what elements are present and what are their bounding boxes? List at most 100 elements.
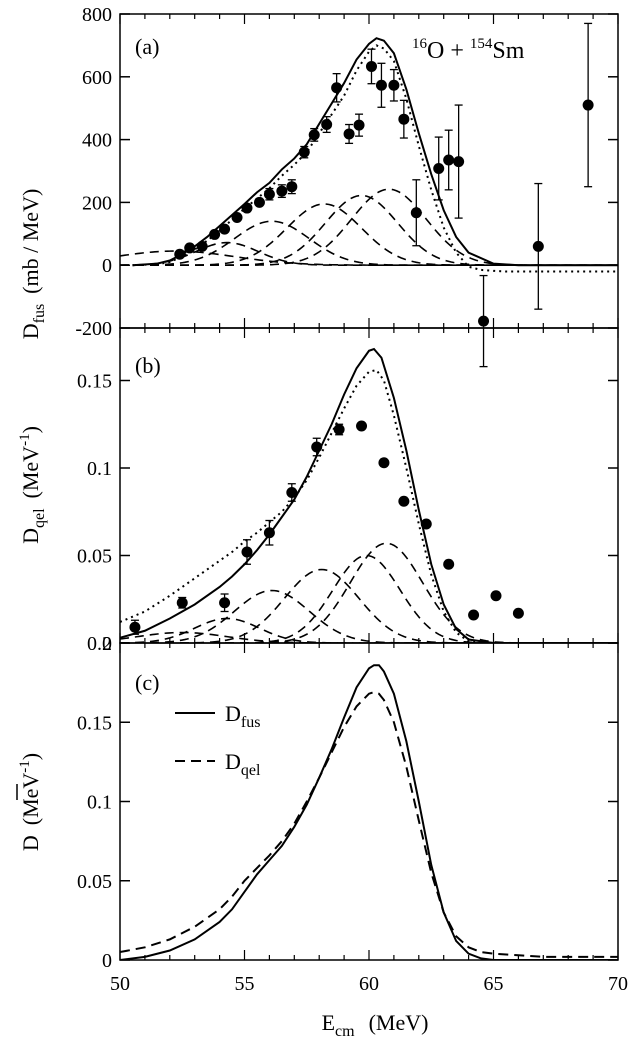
component-curve-b bbox=[120, 568, 618, 643]
data-point-a bbox=[398, 113, 410, 125]
data-point-a bbox=[276, 185, 288, 197]
ytick-label-c: 0.2 bbox=[87, 633, 112, 655]
data-point-b bbox=[129, 621, 141, 633]
solid-curve-c bbox=[120, 664, 618, 960]
legend-label-qel: Dqel bbox=[225, 749, 261, 779]
data-point-b bbox=[420, 518, 432, 530]
annotation-plus: + bbox=[444, 38, 470, 64]
data-point-a bbox=[184, 242, 196, 254]
ytick-label-a: -200 bbox=[75, 318, 112, 340]
plot-area-a bbox=[120, 37, 618, 273]
data-point-b bbox=[468, 609, 480, 621]
data-point-b bbox=[333, 424, 345, 435]
ylabel-a-unit: (mb / MeV) bbox=[18, 189, 43, 294]
panel-label-a: (a) bbox=[135, 34, 159, 59]
data-point-a bbox=[343, 128, 355, 140]
data-point-a bbox=[241, 202, 253, 214]
plot-area-c bbox=[120, 664, 618, 960]
legend-qel-sub: qel bbox=[241, 762, 261, 779]
panel-label-b: (b) bbox=[135, 353, 161, 378]
solid-curve-a bbox=[132, 37, 618, 267]
data-point-a bbox=[443, 154, 455, 166]
data-point-b bbox=[398, 495, 410, 507]
data-point-b bbox=[512, 607, 524, 619]
ylabel-b: Dqel (MeV-1) bbox=[17, 426, 48, 544]
component-curve-a bbox=[120, 203, 618, 266]
data-point-a bbox=[219, 223, 231, 235]
ylabel-c-unit-sup: -1 bbox=[17, 760, 33, 773]
dotted-curve-b bbox=[120, 368, 618, 643]
data-point-a bbox=[298, 146, 310, 158]
ytick-label-c: 0 bbox=[102, 950, 112, 972]
ylabel-a-main: D bbox=[18, 323, 43, 339]
data-point-a bbox=[365, 60, 377, 72]
xtick-label: 60 bbox=[359, 973, 379, 995]
annotation-elem1: O bbox=[427, 38, 444, 64]
legend-qel-main: D bbox=[225, 749, 241, 774]
annotation-elem2: Sm bbox=[492, 38, 524, 64]
annotation-mass1: 16 bbox=[412, 36, 428, 52]
data-point-a bbox=[582, 99, 594, 111]
component-curve-b bbox=[120, 554, 618, 643]
solid-curve-b bbox=[120, 347, 618, 643]
data-point-a bbox=[353, 119, 365, 131]
component-curve-a bbox=[120, 250, 618, 266]
ytick-label-a: 600 bbox=[82, 67, 112, 89]
component-curve-a bbox=[120, 194, 618, 266]
ytick-label-c: 0.05 bbox=[77, 871, 112, 893]
ytick-label-a: 0 bbox=[102, 255, 112, 277]
ylabel-c-unit-close: ) bbox=[18, 753, 43, 760]
panel-b: (b) Dqel (MeV-1) 0 0.05 0.1 0.15 bbox=[17, 327, 619, 655]
data-point-a bbox=[375, 79, 387, 91]
data-point-a bbox=[196, 240, 208, 252]
ytick-label-b: 0.15 bbox=[77, 371, 112, 393]
xtick-label: 50 bbox=[110, 973, 130, 995]
ylabel-b-main: D bbox=[18, 528, 43, 544]
ytick-label-c: 0.1 bbox=[87, 792, 112, 814]
xlabel: Ecm (MeV) bbox=[322, 1010, 429, 1040]
ylabel-b-unit-close: ) bbox=[18, 426, 43, 433]
ylabel-a: Dfus (mb / MeV) bbox=[18, 189, 48, 340]
ylabel-c-main: D bbox=[18, 835, 43, 851]
panel-a: (a) 16O + 154Sm Dfus (mb / MeV) -200 0 200 4… bbox=[18, 4, 619, 368]
component-curve-a bbox=[120, 220, 618, 266]
data-point-b bbox=[490, 590, 502, 602]
ytick-label-a: 200 bbox=[82, 192, 112, 214]
data-point-a bbox=[433, 162, 445, 174]
annotation-mass2: 154 bbox=[470, 36, 493, 52]
dqel-curve bbox=[120, 691, 618, 958]
data-point-a bbox=[308, 129, 320, 141]
data-point-a bbox=[410, 207, 422, 219]
ylabel-a-sub: fus bbox=[31, 304, 48, 324]
data-point-b bbox=[286, 487, 298, 498]
data-point-b bbox=[263, 527, 275, 539]
plot-frame-c bbox=[119, 642, 619, 961]
data-point-b bbox=[356, 420, 368, 432]
component-curve-a bbox=[120, 188, 618, 266]
plot-frame-a bbox=[119, 13, 619, 329]
data-point-a bbox=[388, 79, 400, 91]
xlabel-unit: (MeV) bbox=[369, 1010, 429, 1035]
x-axis: Ecm (MeV) 50 55 60 65 70 bbox=[110, 973, 628, 1040]
ytick-label-b: 0 bbox=[102, 633, 112, 655]
ylabel-c: D (MeV-1) bbox=[17, 753, 43, 851]
data-point-a bbox=[478, 315, 490, 327]
xtick-label: 55 bbox=[235, 973, 255, 995]
xlabel-main: E bbox=[322, 1010, 335, 1035]
data-point-b bbox=[219, 597, 231, 609]
ytick-label-a: 800 bbox=[82, 4, 112, 26]
data-point-a bbox=[231, 211, 243, 223]
reaction-annotation: 16O + 154Sm bbox=[412, 36, 525, 64]
ytick-label-a: 400 bbox=[82, 130, 112, 152]
ylabel-b-unit: (MeV bbox=[18, 446, 43, 499]
xlabel-sub: cm bbox=[335, 1023, 355, 1040]
plot-area-b bbox=[120, 347, 618, 643]
data-point-b bbox=[241, 546, 253, 558]
data-point-a bbox=[331, 82, 343, 94]
data-point-a bbox=[321, 119, 333, 131]
component-curve-b bbox=[120, 589, 618, 643]
data-point-a bbox=[263, 188, 275, 200]
legend-fus-sub: fus bbox=[241, 714, 261, 731]
component-curve-b bbox=[120, 631, 618, 643]
